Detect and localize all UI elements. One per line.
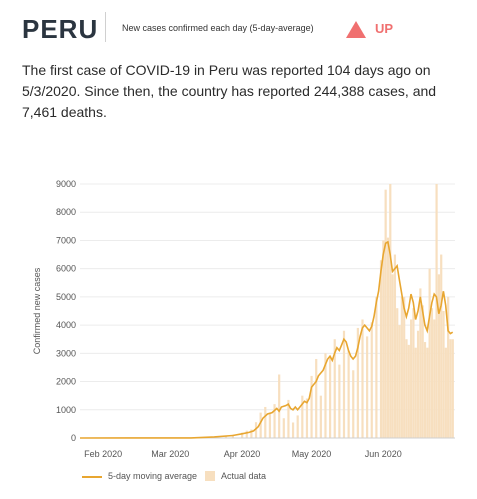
legend-line-label: 5-day moving average bbox=[108, 471, 198, 481]
data-bar bbox=[268, 412, 272, 438]
data-bar bbox=[329, 356, 332, 438]
data-bar bbox=[391, 274, 394, 438]
data-bar bbox=[305, 398, 309, 438]
data-bar bbox=[444, 347, 447, 438]
y-tick-label: 1000 bbox=[56, 405, 76, 415]
data-bar bbox=[449, 339, 452, 438]
data-bar bbox=[410, 319, 413, 438]
y-tick-label: 9000 bbox=[56, 179, 76, 189]
data-bar bbox=[352, 370, 355, 438]
data-bar bbox=[224, 435, 228, 438]
triangle-up-icon bbox=[346, 21, 366, 38]
y-tick-label: 8000 bbox=[56, 207, 76, 217]
data-bar bbox=[296, 415, 299, 438]
data-bar bbox=[437, 274, 440, 438]
chart-subtitle: New cases confirmed each day (5-day-aver… bbox=[122, 23, 314, 33]
data-bar bbox=[384, 189, 387, 438]
data-bar bbox=[324, 353, 327, 438]
summary-text: The first case of COVID-19 in Peru was r… bbox=[22, 62, 437, 120]
data-bar bbox=[282, 418, 285, 438]
data-bar bbox=[447, 296, 450, 438]
data-bar bbox=[414, 347, 417, 438]
trend-label: UP bbox=[375, 21, 394, 36]
x-tick-label: May 2020 bbox=[292, 449, 332, 459]
data-bar bbox=[451, 339, 454, 438]
data-bar bbox=[254, 422, 258, 438]
data-bar bbox=[241, 432, 244, 438]
data-bar bbox=[291, 422, 295, 438]
data-bar bbox=[379, 260, 383, 438]
x-tick-label: Feb 2020 bbox=[84, 449, 122, 459]
y-tick-label: 0 bbox=[71, 433, 76, 443]
data-bar bbox=[398, 325, 401, 438]
data-bar bbox=[403, 296, 406, 438]
data-bar bbox=[250, 429, 253, 438]
cases-chart: 0 1000 2000 3000 4000 5000 6000 7000 8000 9000 Feb… bbox=[32, 179, 455, 459]
y-tick-label: 2000 bbox=[56, 377, 76, 387]
data-bar bbox=[356, 327, 359, 438]
moving-average-line bbox=[79, 240, 454, 439]
data-bar bbox=[366, 336, 369, 438]
data-bar bbox=[386, 237, 390, 438]
y-tick-label: 3000 bbox=[56, 348, 76, 358]
data-bar bbox=[361, 319, 364, 438]
data-bar bbox=[440, 254, 443, 438]
data-bar bbox=[393, 254, 397, 438]
x-tick-label: Mar 2020 bbox=[151, 449, 189, 459]
data-bar bbox=[245, 430, 248, 438]
data-bar bbox=[301, 395, 304, 438]
data-bar bbox=[412, 308, 415, 438]
data-bar bbox=[342, 330, 346, 438]
x-tick-label: Jun 2020 bbox=[365, 449, 402, 459]
data-bar bbox=[231, 434, 234, 438]
data-bar bbox=[407, 344, 410, 438]
data-bar bbox=[442, 311, 445, 438]
y-tick-label: 5000 bbox=[56, 292, 76, 302]
country-header: PERU New cases confirmed each day (5-day… bbox=[22, 10, 462, 50]
data-bar bbox=[375, 296, 378, 438]
data-bar bbox=[259, 412, 262, 438]
x-tick-label: Apr 2020 bbox=[224, 449, 261, 459]
data-bar bbox=[428, 268, 431, 438]
data-bar bbox=[264, 406, 267, 438]
data-bar bbox=[389, 184, 392, 438]
data-bar bbox=[426, 347, 429, 438]
y-tick-label: 6000 bbox=[56, 264, 76, 274]
data-bar bbox=[416, 330, 420, 438]
legend-bar-label: Actual data bbox=[221, 471, 267, 481]
data-bar bbox=[435, 184, 438, 438]
legend-bar-swatch bbox=[205, 471, 215, 481]
y-axis-label: Confirmed new cases bbox=[32, 267, 42, 354]
y-tick-label: 7000 bbox=[56, 235, 76, 245]
data-bar bbox=[338, 364, 341, 438]
data-bar bbox=[419, 288, 422, 438]
data-bar bbox=[423, 342, 427, 438]
data-bar bbox=[396, 308, 399, 438]
y-tick-label: 4000 bbox=[56, 320, 76, 330]
data-bar bbox=[319, 395, 322, 438]
header-divider bbox=[105, 12, 106, 42]
data-bar bbox=[287, 399, 290, 438]
data-bar bbox=[310, 375, 313, 438]
data-bar bbox=[421, 305, 424, 438]
data-bar bbox=[382, 240, 385, 438]
data-bar bbox=[278, 374, 281, 438]
data-bar bbox=[333, 339, 336, 438]
data-bar bbox=[430, 308, 434, 438]
data-bar bbox=[370, 322, 373, 438]
data-bar bbox=[273, 404, 276, 438]
country-name: PERU bbox=[22, 14, 99, 44]
data-bar bbox=[405, 339, 408, 438]
data-bar bbox=[400, 296, 403, 438]
legend-line-swatch bbox=[82, 476, 102, 478]
data-bar bbox=[315, 358, 318, 438]
data-bar bbox=[433, 319, 436, 438]
data-bar bbox=[347, 350, 350, 438]
